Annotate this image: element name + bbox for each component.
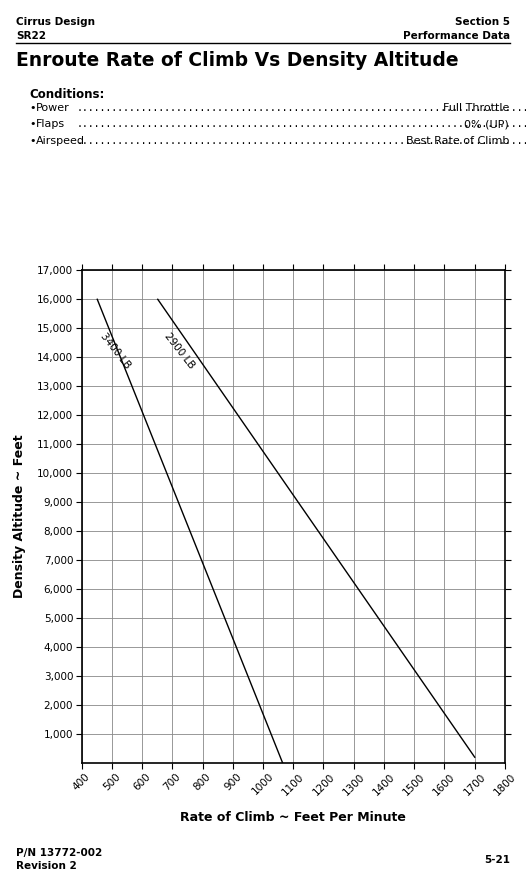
Text: P/N 13772-002: P/N 13772-002 (16, 848, 102, 858)
Text: Power: Power (36, 103, 69, 112)
Text: 2900 LB: 2900 LB (163, 331, 196, 371)
Text: 5-21: 5-21 (484, 855, 510, 864)
Text: 3400 LB: 3400 LB (99, 331, 133, 371)
Text: ..............................................................................: ........................................… (76, 103, 526, 112)
X-axis label: Rate of Climb ~ Feet Per Minute: Rate of Climb ~ Feet Per Minute (180, 811, 406, 824)
Text: Flaps: Flaps (36, 119, 65, 129)
Y-axis label: Density Altitude ~ Feet: Density Altitude ~ Feet (13, 435, 26, 598)
Text: SR22: SR22 (16, 31, 46, 40)
Text: Full Throttle: Full Throttle (443, 103, 509, 112)
Text: Section 5: Section 5 (455, 17, 510, 27)
Text: Enroute Rate of Climb Vs Density Altitude: Enroute Rate of Climb Vs Density Altitud… (16, 51, 458, 70)
Text: Conditions:: Conditions: (29, 88, 104, 101)
Text: •: • (29, 103, 35, 112)
Text: Cirrus Design: Cirrus Design (16, 17, 95, 27)
Text: ..............................................................................: ........................................… (76, 119, 526, 129)
Text: Best Rate of Climb: Best Rate of Climb (406, 136, 509, 146)
Text: Revision 2: Revision 2 (16, 861, 76, 870)
Text: •: • (29, 136, 35, 146)
Text: •: • (29, 119, 35, 129)
Text: Performance Data: Performance Data (403, 31, 510, 40)
Text: 0% (UP): 0% (UP) (464, 119, 509, 129)
Text: ..............................................................................: ........................................… (76, 136, 526, 146)
Text: Airspeed: Airspeed (36, 136, 85, 146)
